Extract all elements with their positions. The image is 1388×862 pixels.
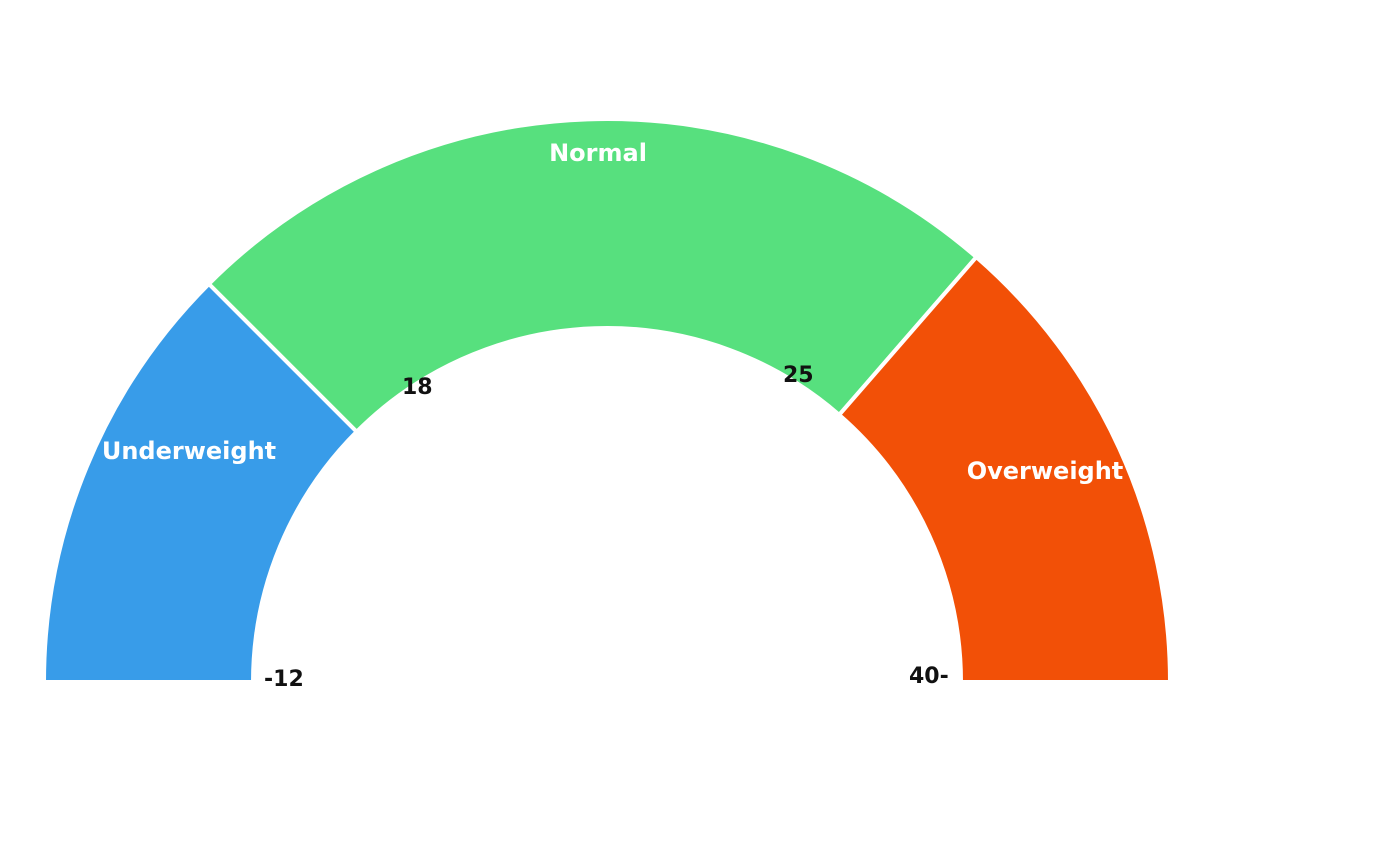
tick-label-25: 25 bbox=[783, 363, 814, 388]
band-label-underweight: Underweight bbox=[102, 437, 276, 465]
band-normal bbox=[206, 117, 980, 435]
band-label-normal: Normal bbox=[549, 139, 647, 167]
gauge-tick-labels: -12 18 25 40- bbox=[264, 363, 949, 692]
band-overweight bbox=[836, 254, 1173, 684]
band-label-overweight: Overweight bbox=[967, 457, 1124, 485]
tick-label-min: -12 bbox=[264, 667, 304, 692]
gauge-band-labels: Underweight Normal Overweight bbox=[102, 139, 1123, 485]
gauge-bands bbox=[41, 117, 1173, 684]
tick-label-18: 18 bbox=[402, 375, 433, 400]
tick-label-max: 40- bbox=[909, 664, 949, 689]
band-underweight bbox=[41, 281, 360, 684]
